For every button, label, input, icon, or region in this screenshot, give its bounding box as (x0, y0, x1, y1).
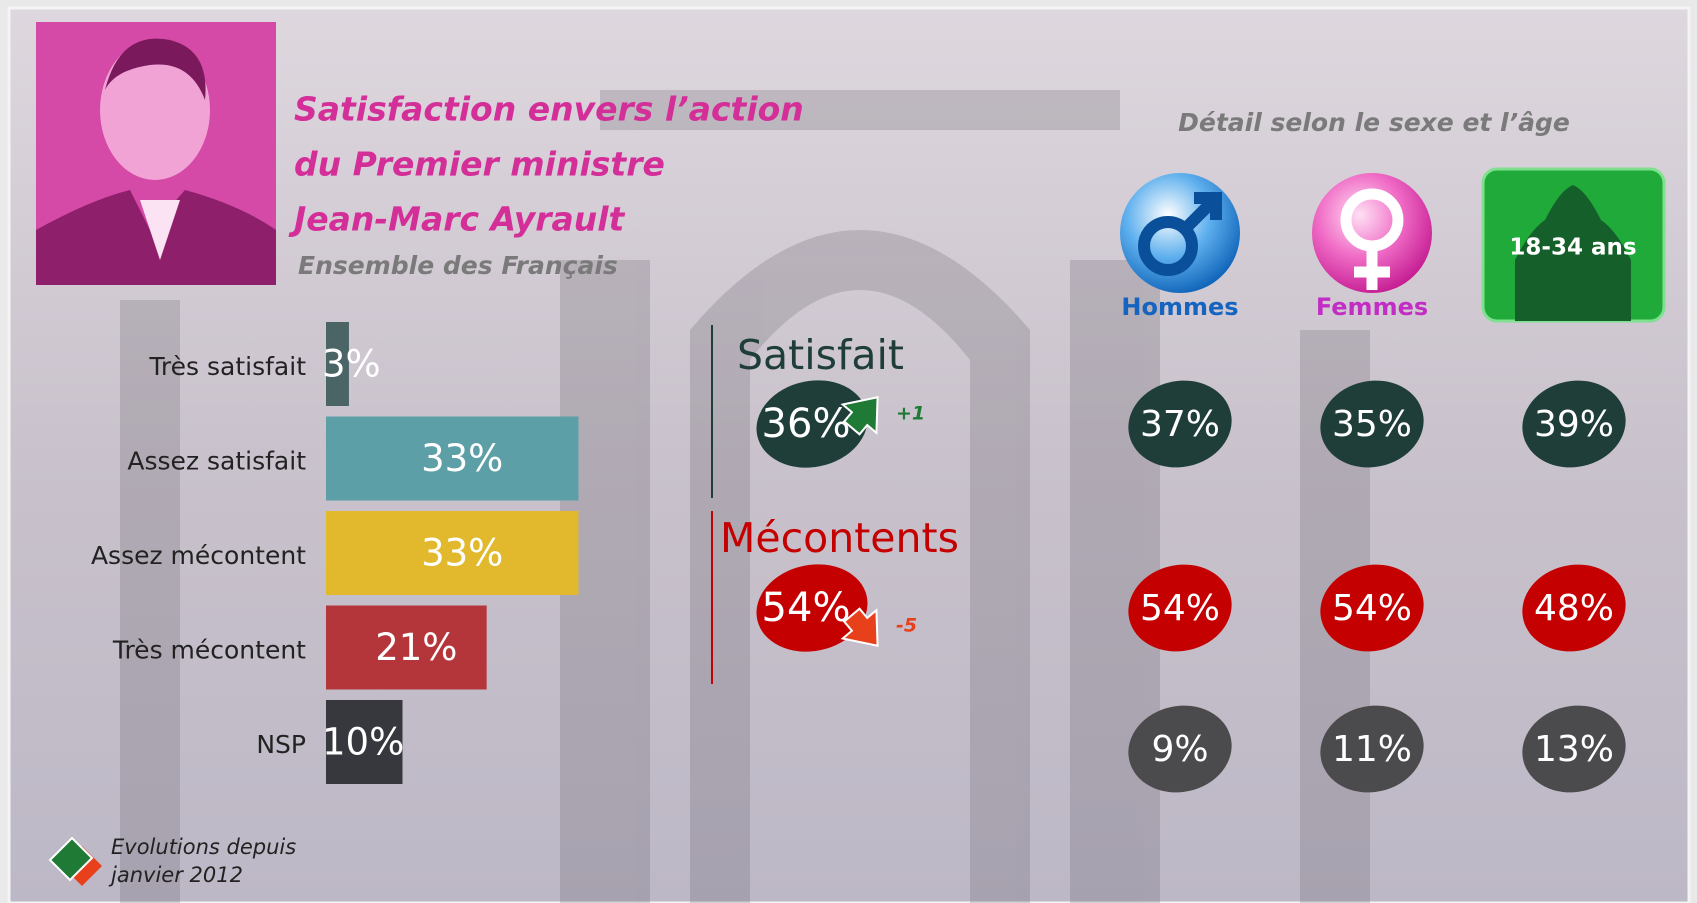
footnote: janvier 2012 (108, 863, 243, 887)
female-icon (1312, 173, 1432, 293)
bar-value-label: 33% (421, 532, 503, 575)
detail-value: 11% (1332, 729, 1412, 770)
change-label: -5 (896, 615, 917, 637)
summary-oval (756, 564, 868, 652)
subtitle: Ensemble des Français (298, 251, 618, 280)
portrait (36, 22, 276, 285)
bar-value-label: 3% (322, 343, 381, 386)
summary-label: Mécontents (720, 514, 959, 562)
change-arrow (840, 395, 879, 436)
category-label: Très satisfait (148, 352, 306, 381)
detail-value: 9% (1151, 729, 1208, 770)
background-building (120, 90, 1370, 903)
bar-value-label: 10% (322, 721, 404, 764)
group-label: Hommes (1121, 293, 1238, 321)
bar-value-label: 21% (375, 626, 457, 669)
summary-oval (756, 380, 868, 468)
detail-title: Détail selon le sexe et l’âge (1178, 108, 1570, 137)
summary-value: 36% (762, 401, 851, 447)
detail-oval (1128, 705, 1232, 793)
group-label: 18-34 ans (1509, 235, 1636, 261)
detail-oval (1522, 564, 1626, 652)
detail-oval (1522, 705, 1626, 793)
change-arrow (840, 607, 879, 648)
footnote: Evolutions depuis (111, 835, 296, 859)
bar-value-label: 33% (421, 437, 503, 480)
title: Jean-Marc Ayrault (288, 200, 626, 239)
detail-oval (1320, 564, 1424, 652)
male-icon (1120, 173, 1240, 293)
summary-label: Satisfait (737, 331, 904, 379)
bar (326, 322, 349, 406)
detail-oval (1320, 705, 1424, 793)
bar (326, 416, 579, 501)
title: du Premier ministre (294, 145, 665, 184)
detail-value: 54% (1140, 588, 1220, 629)
bar (326, 605, 487, 690)
age-icon-figure (1515, 185, 1631, 321)
change-label: +1 (896, 403, 925, 425)
title: Satisfaction envers l’action (294, 90, 804, 129)
category-label: Assez satisfait (127, 447, 306, 476)
bar (326, 511, 579, 595)
group-label: Femmes (1316, 293, 1428, 321)
summary-value: 54% (762, 585, 851, 631)
detail-oval (1128, 380, 1232, 468)
category-label: Très mécontent (112, 636, 306, 665)
footnote-icon (48, 836, 102, 886)
category-label: NSP (256, 730, 306, 759)
detail-value: 35% (1332, 404, 1412, 445)
male-symbol (1138, 192, 1222, 276)
detail-value: 37% (1140, 404, 1220, 445)
bar (326, 700, 403, 784)
detail-value: 13% (1534, 729, 1614, 770)
detail-oval (1320, 380, 1424, 468)
female-symbol (1340, 188, 1404, 290)
detail-value: 54% (1332, 588, 1412, 629)
detail-value: 48% (1534, 588, 1614, 629)
detail-oval (1522, 380, 1626, 468)
category-label: Assez mécontent (91, 541, 306, 570)
detail-value: 39% (1534, 404, 1614, 445)
detail-oval (1128, 564, 1232, 652)
